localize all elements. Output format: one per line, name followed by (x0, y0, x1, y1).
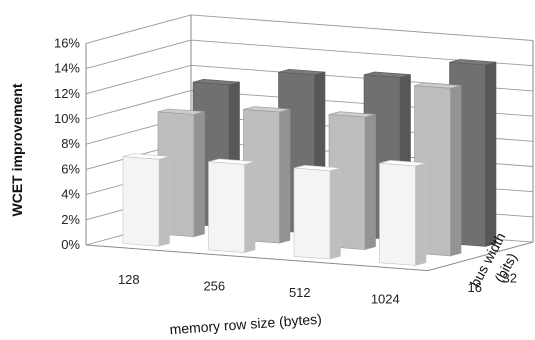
bar (379, 159, 427, 266)
x-axis-title: memory row size (bytes) (169, 311, 322, 338)
z-tick-label: 16 (468, 280, 482, 295)
y-tick-label: 14% (54, 61, 80, 76)
y-tick-label: 6% (61, 161, 80, 176)
z-tick-label: 32 (503, 270, 517, 285)
x-tick-label: 1024 (371, 291, 400, 306)
x-tick-label: 512 (289, 285, 311, 300)
floor-edge (85, 241, 534, 272)
y-tick-label: 0% (61, 237, 80, 252)
y-axis-title: WCET improvement (9, 83, 25, 216)
y-tick-label: 16% (54, 35, 80, 50)
gridline (85, 14, 534, 44)
y-tick-label: 12% (54, 86, 80, 101)
bar-side (279, 108, 291, 244)
x-tick-label: 256 (203, 279, 225, 294)
y-tick-label: 8% (61, 136, 80, 151)
bar-side (193, 111, 205, 238)
x-tick-label: 128 (118, 272, 140, 287)
bar-side (244, 161, 256, 253)
bar (208, 158, 256, 253)
y-tick-label: 10% (54, 111, 80, 126)
bar-side (450, 85, 462, 257)
bar (293, 164, 341, 260)
bars (122, 59, 497, 266)
bar-side (329, 167, 341, 260)
y-tick-label: 2% (61, 212, 80, 227)
bar-front (208, 161, 245, 253)
bar-front (379, 162, 416, 266)
y-tick-label: 4% (61, 187, 80, 202)
bar-side (415, 162, 427, 266)
bar-side (364, 114, 376, 250)
bar-side (485, 61, 497, 247)
bar-front (122, 156, 160, 247)
bar-front (293, 167, 331, 260)
bar (122, 153, 170, 247)
bar-side (158, 156, 170, 247)
